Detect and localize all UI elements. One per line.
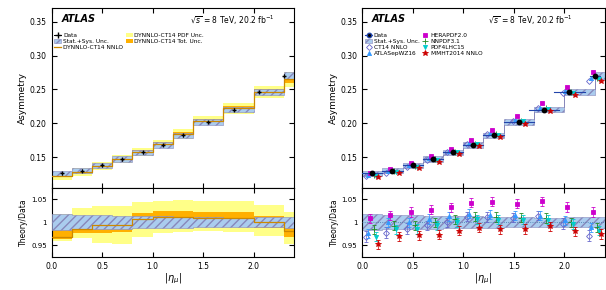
- Text: ATLAS: ATLAS: [61, 14, 95, 23]
- Legend: Data, Stat.+Sys. Unc., DYNNLO-CT14 NNLO, DYNNLO-CT14 PDF Unc., DYNNLO-CT14 Tot. : Data, Stat.+Sys. Unc., DYNNLO-CT14 NNLO,…: [55, 32, 204, 50]
- Y-axis label: Theory/Data: Theory/Data: [330, 198, 339, 246]
- Y-axis label: Asymmetry: Asymmetry: [18, 72, 27, 124]
- Y-axis label: Asymmetry: Asymmetry: [328, 72, 338, 124]
- Text: $\sqrt{s}$ = 8 TeV, 20.2 fb$^{-1}$: $\sqrt{s}$ = 8 TeV, 20.2 fb$^{-1}$: [190, 14, 275, 27]
- Text: $\sqrt{s}$ = 8 TeV, 20.2 fb$^{-1}$: $\sqrt{s}$ = 8 TeV, 20.2 fb$^{-1}$: [488, 14, 573, 27]
- X-axis label: $|\eta_{\mu}|$: $|\eta_{\mu}|$: [474, 272, 493, 286]
- Legend: Data, Stat.+Sys. Unc., CT14 NNLO, ATLASepWZ16, HERAPDF2.0, NNPDF3.1, PDF4LHC15, : Data, Stat.+Sys. Unc., CT14 NNLO, ATLASe…: [365, 32, 482, 57]
- Y-axis label: Theory/Data: Theory/Data: [19, 198, 28, 246]
- X-axis label: $|\eta_{\mu}|$: $|\eta_{\mu}|$: [164, 272, 182, 286]
- Text: ATLAS: ATLAS: [372, 14, 406, 23]
